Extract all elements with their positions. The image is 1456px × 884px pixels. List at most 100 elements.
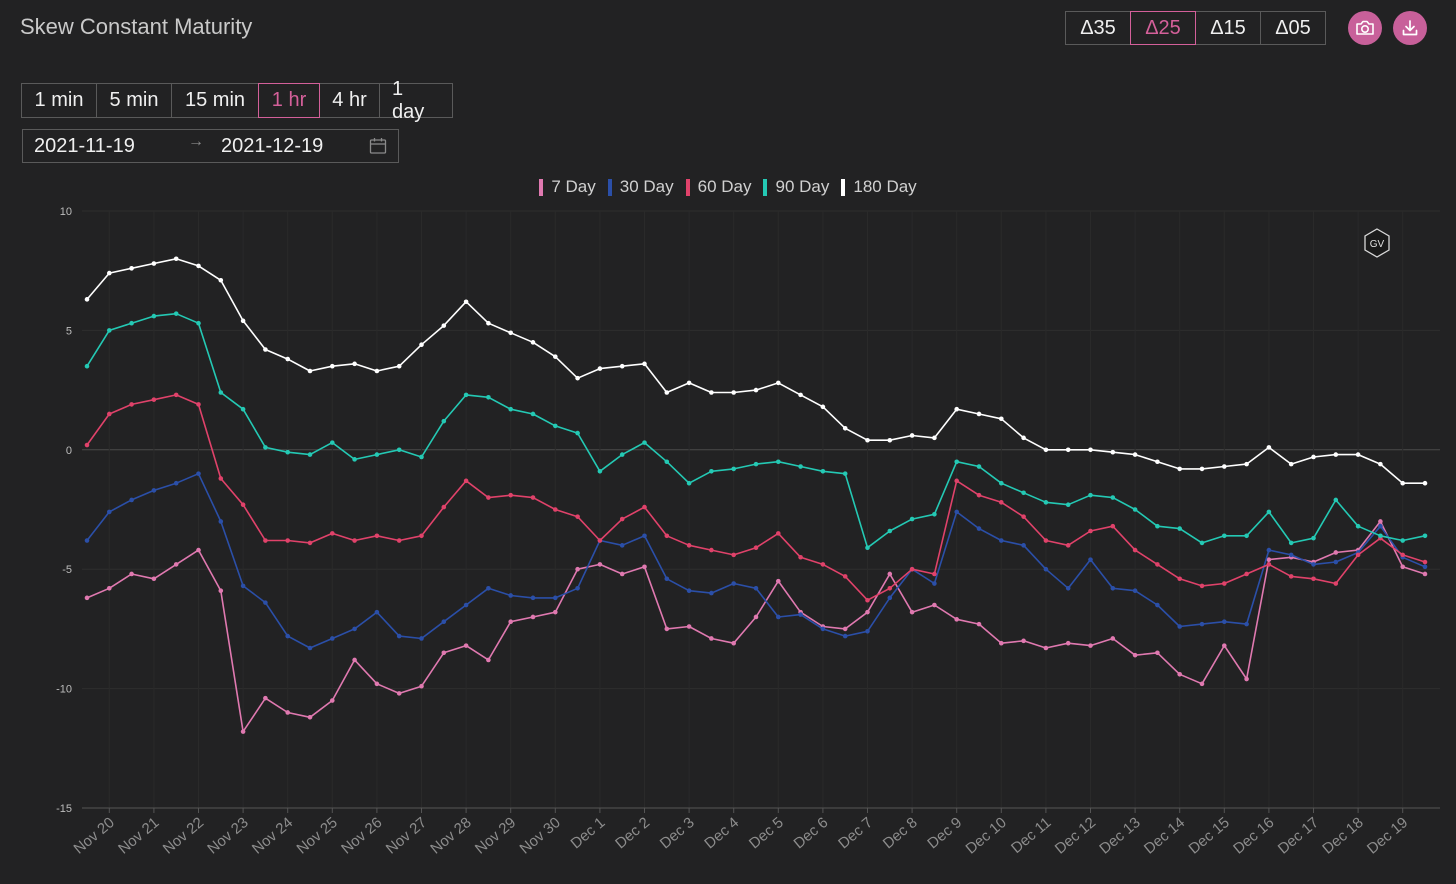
legend-swatch xyxy=(841,178,846,196)
legend-swatch xyxy=(539,178,544,196)
data-point-7-day xyxy=(1378,519,1383,524)
x-tick-label: Dec 15 xyxy=(1186,814,1233,858)
data-point-180-day xyxy=(1400,480,1405,486)
data-point-180-day xyxy=(1311,454,1316,460)
data-point-90-day xyxy=(1021,490,1026,496)
interval-1day-button[interactable]: 1 day xyxy=(379,78,453,123)
data-point-60-day xyxy=(776,531,781,536)
page-title: Skew Constant Maturity xyxy=(20,14,253,39)
interval-1hr-button[interactable]: 1 hr xyxy=(258,83,320,118)
data-point-30-day xyxy=(776,614,781,620)
legend-item-30-day[interactable]: 30 Day xyxy=(607,177,674,197)
legend-swatch xyxy=(607,178,612,196)
x-tick-label: Dec 9 xyxy=(924,814,965,852)
data-point-60-day xyxy=(642,504,647,510)
data-point-60-day xyxy=(1088,528,1093,534)
data-point-7-day xyxy=(285,710,291,715)
data-point-60-day xyxy=(597,538,603,543)
start-date-input[interactable]: 2021-11-19 xyxy=(34,135,135,157)
data-point-60-day xyxy=(1355,552,1361,558)
data-point-180-day xyxy=(642,361,647,367)
data-point-7-day xyxy=(954,617,959,622)
data-point-90-day xyxy=(731,466,736,472)
data-point-30-day xyxy=(240,583,246,589)
data-point-7-day xyxy=(240,729,246,734)
data-point-180-day xyxy=(1222,464,1227,469)
data-point-30-day xyxy=(1378,523,1383,529)
data-point-180-day xyxy=(463,299,469,305)
data-point-180-day xyxy=(396,363,402,369)
data-point-60-day xyxy=(463,478,469,484)
data-point-60-day xyxy=(976,492,982,498)
y-tick-label: 5 xyxy=(66,325,72,337)
data-point-90-day xyxy=(285,449,291,455)
data-point-7-day xyxy=(508,619,513,625)
download-button[interactable] xyxy=(1393,11,1427,45)
legend-label: 180 Day xyxy=(853,177,917,196)
delta-05-button[interactable]: Δ05 xyxy=(1260,11,1326,45)
chart-legend: 7 Day 30 Day 60 Day 90 Day 180 Day xyxy=(0,177,1456,197)
data-point-7-day xyxy=(1266,557,1272,562)
data-point-90-day xyxy=(240,406,246,412)
x-tick-label: Nov 28 xyxy=(427,814,474,858)
data-point-90-day xyxy=(1244,533,1249,539)
data-point-60-day xyxy=(1311,576,1316,582)
data-point-7-day xyxy=(1065,640,1071,646)
data-point-60-day xyxy=(486,495,491,500)
data-point-180-day xyxy=(865,437,870,443)
data-point-180-day xyxy=(1199,466,1205,472)
x-tick-label: Dec 4 xyxy=(701,814,742,852)
download-icon xyxy=(1402,20,1418,36)
x-tick-label: Dec 17 xyxy=(1275,814,1322,858)
data-point-90-day xyxy=(1065,502,1071,508)
date-range-picker[interactable]: 2021-11-19 → 2021-12-19 xyxy=(22,129,399,163)
data-point-30-day xyxy=(1222,619,1227,625)
data-point-180-day xyxy=(1021,435,1026,441)
legend-label: 30 Day xyxy=(619,177,674,196)
x-tick-label: Dec 6 xyxy=(791,814,832,852)
data-point-30-day xyxy=(999,538,1004,543)
data-point-180-day xyxy=(909,433,915,438)
y-tick-label: 10 xyxy=(60,206,72,218)
data-point-60-day xyxy=(508,492,513,498)
x-tick-label: Nov 26 xyxy=(338,814,385,858)
data-point-60-day xyxy=(1132,547,1138,553)
data-point-30-day xyxy=(530,595,536,601)
data-point-30-day xyxy=(619,543,625,548)
legend-item-180-day[interactable]: 180 Day xyxy=(841,177,917,197)
data-point-180-day xyxy=(218,277,224,283)
data-point-7-day xyxy=(842,626,848,632)
data-point-60-day xyxy=(709,547,714,553)
data-point-30-day xyxy=(642,533,647,539)
data-point-90-day xyxy=(419,454,424,460)
data-point-7-day xyxy=(263,695,268,701)
data-point-90-day xyxy=(1333,497,1339,503)
data-point-30-day xyxy=(1177,624,1182,629)
end-date-input[interactable]: 2021-12-19 xyxy=(221,135,324,157)
data-point-90-day xyxy=(753,461,759,467)
legend-item-60-day[interactable]: 60 Day xyxy=(685,177,751,197)
delta-25-button[interactable]: Δ25 xyxy=(1130,11,1196,45)
data-point-90-day xyxy=(1355,523,1361,529)
data-point-180-day xyxy=(1088,447,1093,453)
gv-logo: GV xyxy=(1364,228,1390,258)
data-point-30-day xyxy=(352,626,357,632)
data-point-60-day xyxy=(107,411,112,417)
data-point-90-day xyxy=(1110,495,1116,500)
screenshot-button[interactable] xyxy=(1348,11,1382,45)
data-point-7-day xyxy=(352,657,357,663)
data-point-90-day xyxy=(173,311,179,316)
svg-text:GV: GV xyxy=(1370,239,1385,250)
legend-item-7-day[interactable]: 7 Day xyxy=(539,177,596,197)
data-point-7-day xyxy=(976,621,982,627)
calendar-icon[interactable] xyxy=(368,136,388,156)
data-point-60-day xyxy=(932,571,937,577)
data-point-60-day xyxy=(151,397,157,402)
data-point-180-day xyxy=(84,297,90,302)
data-point-90-day xyxy=(374,452,380,457)
data-point-60-day xyxy=(1043,538,1049,543)
legend-item-90-day[interactable]: 90 Day xyxy=(763,177,829,197)
data-point-30-day xyxy=(1288,552,1294,558)
data-point-30-day xyxy=(330,636,335,641)
data-point-30-day xyxy=(508,593,513,598)
